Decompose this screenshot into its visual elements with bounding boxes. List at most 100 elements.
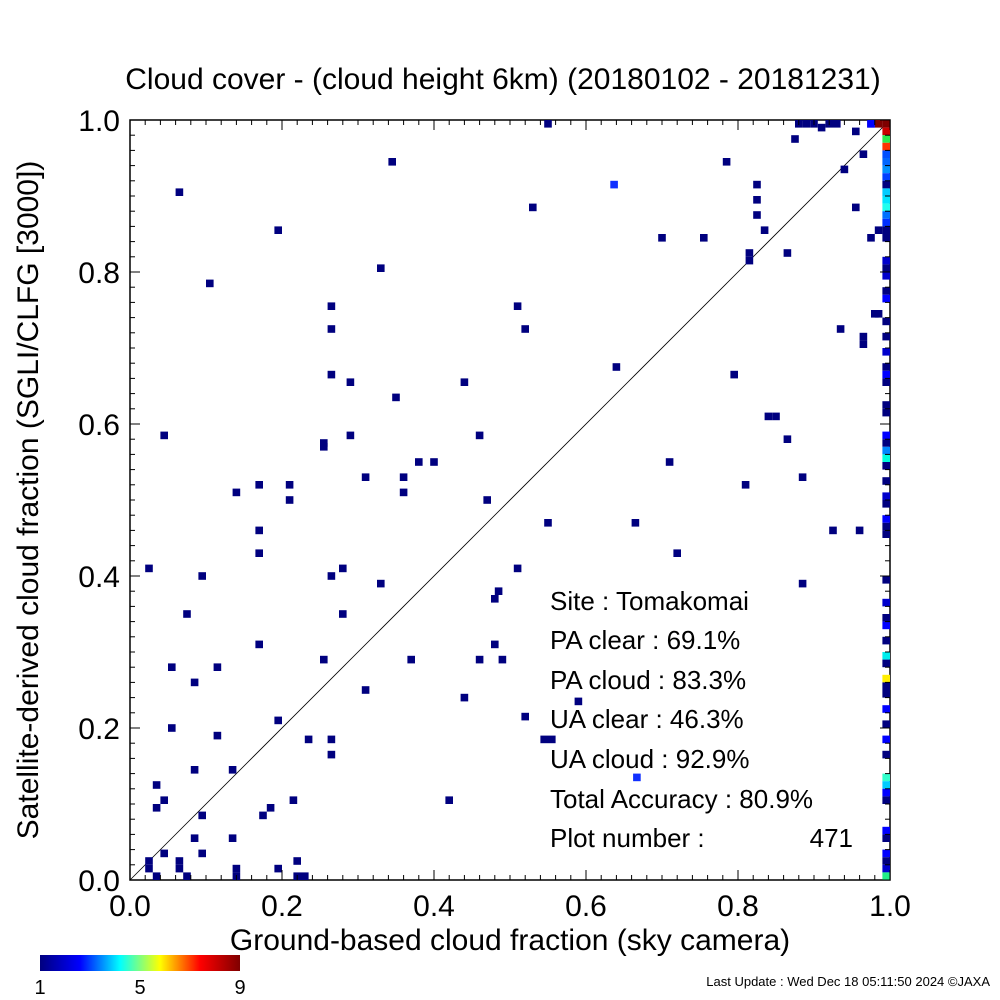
stats-pa-clear: PA clear : 69.1% xyxy=(550,625,740,655)
heatmap-cell xyxy=(327,325,336,333)
heatmap-cell xyxy=(198,572,206,580)
heatmap-cell xyxy=(327,370,336,379)
heatmap-cell xyxy=(445,796,453,804)
x-tick-label: 0.0 xyxy=(109,890,151,923)
heatmap-cell xyxy=(772,412,780,421)
heatmap-cell xyxy=(882,401,890,409)
heatmap-cell xyxy=(407,655,415,664)
heatmap-cell xyxy=(285,496,294,504)
stats-site: Site : Tomakomai xyxy=(550,586,749,616)
heatmap-cell xyxy=(753,211,761,219)
heatmap-cell xyxy=(339,564,347,573)
heatmap-cell xyxy=(874,310,883,318)
heatmap-cell xyxy=(730,370,738,379)
heatmap-cell xyxy=(548,735,556,744)
heatmap-cell xyxy=(783,435,792,443)
heatmap-cell xyxy=(513,302,522,310)
heatmap-cell xyxy=(228,766,237,774)
heatmap-cell xyxy=(791,135,799,143)
heatmap-cell xyxy=(798,579,807,588)
heatmap-cell xyxy=(882,788,890,797)
heatmap-cell xyxy=(882,408,890,417)
heatmap-cell xyxy=(475,431,484,440)
heatmap-cell xyxy=(633,773,641,782)
heatmap-cell xyxy=(574,697,583,706)
y-axis-label: Satellite-derived cloud fraction (SGLI/C… xyxy=(12,161,45,840)
heatmap-cell xyxy=(829,526,837,535)
heatmap-cell xyxy=(198,849,206,858)
axis-ticks xyxy=(129,119,891,881)
heatmap-cell xyxy=(206,279,214,288)
heatmap-cell xyxy=(882,446,890,455)
heatmap-cell xyxy=(430,458,438,466)
heatmap-cell xyxy=(274,716,282,725)
heatmap-cell xyxy=(817,123,826,132)
heatmap-cell xyxy=(160,796,168,804)
heatmap-cell xyxy=(882,705,890,713)
heatmap-cell xyxy=(882,682,890,690)
heatmap-cell xyxy=(388,158,396,166)
last-update: Last Update : Wed Dec 18 05:11:50 2024 ©… xyxy=(706,974,990,989)
heatmap-cell xyxy=(346,431,355,440)
heatmap-cell xyxy=(882,150,890,158)
heatmap-cell xyxy=(882,188,890,196)
heatmap-cell xyxy=(859,332,868,341)
heatmap-cell xyxy=(840,165,849,174)
x-tick-label: 1.0 xyxy=(869,890,911,923)
heatmap-cell xyxy=(255,526,263,535)
heatmap-cell xyxy=(882,439,890,447)
heatmap-cell xyxy=(198,811,206,820)
heatmap-cell xyxy=(266,804,275,812)
heatmap-cell xyxy=(855,526,864,535)
heatmap-cell xyxy=(145,564,153,573)
heatmap-cell xyxy=(183,610,191,618)
heatmap-cell xyxy=(255,549,263,557)
colorbar-label-max: 9 xyxy=(234,977,245,999)
heatmap-cell xyxy=(882,492,890,500)
heatmap-cell xyxy=(327,572,336,580)
plot-area xyxy=(129,119,891,881)
heatmap-cell xyxy=(852,203,860,212)
heatmap-cell xyxy=(175,857,184,865)
heatmap-cell xyxy=(460,693,469,702)
heatmap-cell xyxy=(882,332,890,341)
heatmap-cell xyxy=(544,519,552,527)
heatmap-cell xyxy=(327,750,336,759)
x-tick-label: 0.4 xyxy=(413,890,455,923)
stats-ua-cloud: UA cloud : 92.9% xyxy=(550,744,749,774)
heatmap-cell xyxy=(882,363,890,371)
heatmap-cell xyxy=(494,587,503,595)
heatmap-cell xyxy=(399,473,408,481)
stats-total-accuracy: Total Accuracy : 80.9% xyxy=(550,784,813,814)
heatmap-cell xyxy=(610,180,618,189)
heatmap-cell xyxy=(882,180,890,189)
heatmap-cell xyxy=(753,180,761,189)
heatmap-cell xyxy=(612,363,621,371)
heatmap-cell xyxy=(882,720,890,728)
heatmap-cell xyxy=(152,872,161,880)
heatmap-cell xyxy=(285,481,294,489)
heatmap-cell xyxy=(213,663,222,671)
y-tick-label: 0.4 xyxy=(78,561,120,594)
heatmap-cell xyxy=(882,196,890,204)
heatmap-cell xyxy=(491,595,499,603)
x-axis-label: Ground-based cloud fraction (sky camera) xyxy=(230,924,790,957)
y-tick-label: 1.0 xyxy=(78,105,120,138)
heatmap-cell xyxy=(882,614,890,622)
heatmap-cell xyxy=(529,203,537,212)
heatmap-cell xyxy=(392,393,400,402)
heatmap-cell xyxy=(882,142,890,151)
heatmap-cell xyxy=(882,165,890,174)
heatmap-cell xyxy=(882,857,890,865)
heatmap-cell xyxy=(377,579,385,588)
stats-ua-clear: UA clear : 46.3% xyxy=(550,704,744,734)
colorbar xyxy=(40,955,240,971)
heatmap-cell xyxy=(232,864,241,873)
heatmap-cell xyxy=(882,348,890,356)
heatmap-cell xyxy=(190,766,199,774)
heatmap-cell xyxy=(175,188,184,196)
heatmap-cell xyxy=(882,317,890,326)
heatmap-cell xyxy=(753,196,761,204)
heatmap-cell xyxy=(882,211,890,219)
heatmap-cell xyxy=(540,735,548,744)
